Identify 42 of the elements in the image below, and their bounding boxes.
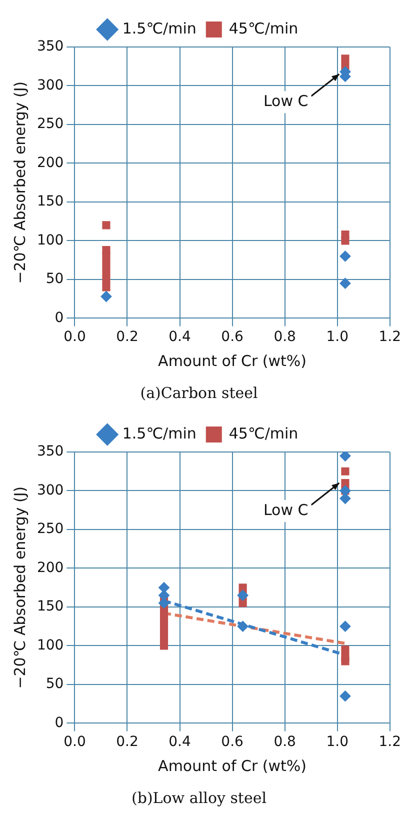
x-tick-label: 1.0 (326, 734, 348, 750)
x-tick-label: 0.2 (116, 329, 138, 346)
x-tick-label: 1.0 (326, 329, 348, 346)
x-tick-label: 0.6 (221, 329, 244, 346)
y-axis-title: −20℃ Absorbed energy (J) (10, 486, 29, 689)
legend-label: 45℃/min (228, 424, 298, 442)
annotation: Low C (263, 92, 308, 110)
y-tick-label: 150 (36, 598, 64, 615)
annotation: Low C (263, 500, 308, 519)
y-tick-label: 300 (36, 77, 64, 94)
y-tick-label: 0 (54, 714, 64, 731)
y-tick-label: 200 (36, 560, 64, 576)
text: (b)Low alloy steel (132, 788, 267, 807)
y-tick-label: 100 (36, 637, 64, 654)
y-tick-label: 100 (36, 232, 64, 248)
y-tick-label: 300 (36, 482, 64, 498)
x-tick-label: 0.4 (168, 329, 191, 346)
y-tick-label: 50 (46, 271, 64, 288)
y-tick-label: 50 (46, 676, 64, 692)
x-tick-label: 0.8 (274, 329, 296, 346)
y-tick-label: 150 (36, 194, 64, 210)
x-tick-label: 0.4 (168, 734, 191, 750)
x-tick-label: 0.0 (64, 734, 86, 750)
x-tick-label: 1.2 (378, 734, 401, 750)
y-tick-label: 250 (36, 521, 64, 538)
y-tick-label: 350 (36, 444, 64, 460)
legend-label: 1.5℃/min (122, 424, 196, 442)
x-axis-title: Amount of Cr (wt%) (158, 756, 307, 775)
x-tick-label: 0.2 (116, 734, 138, 750)
y-tick-label: 250 (36, 116, 64, 132)
x-tick-label: 0.6 (221, 734, 244, 750)
y-tick-label: 0 (54, 310, 64, 326)
x-tick-label: 0.8 (274, 734, 296, 750)
legend-label: 1.5℃/min (122, 19, 196, 38)
y-tick-label: 350 (36, 38, 64, 55)
x-axis-title: Amount of Cr (wt%) (158, 352, 307, 370)
y-tick-label: 200 (36, 154, 64, 171)
legend-label: 45℃/min (228, 19, 298, 38)
y-axis-title: −20℃ Absorbed energy (J) (10, 81, 29, 284)
x-tick-label: 1.2 (378, 329, 401, 346)
text: (a)Carbon steel (140, 384, 258, 402)
x-tick-label: 0.0 (64, 329, 86, 346)
